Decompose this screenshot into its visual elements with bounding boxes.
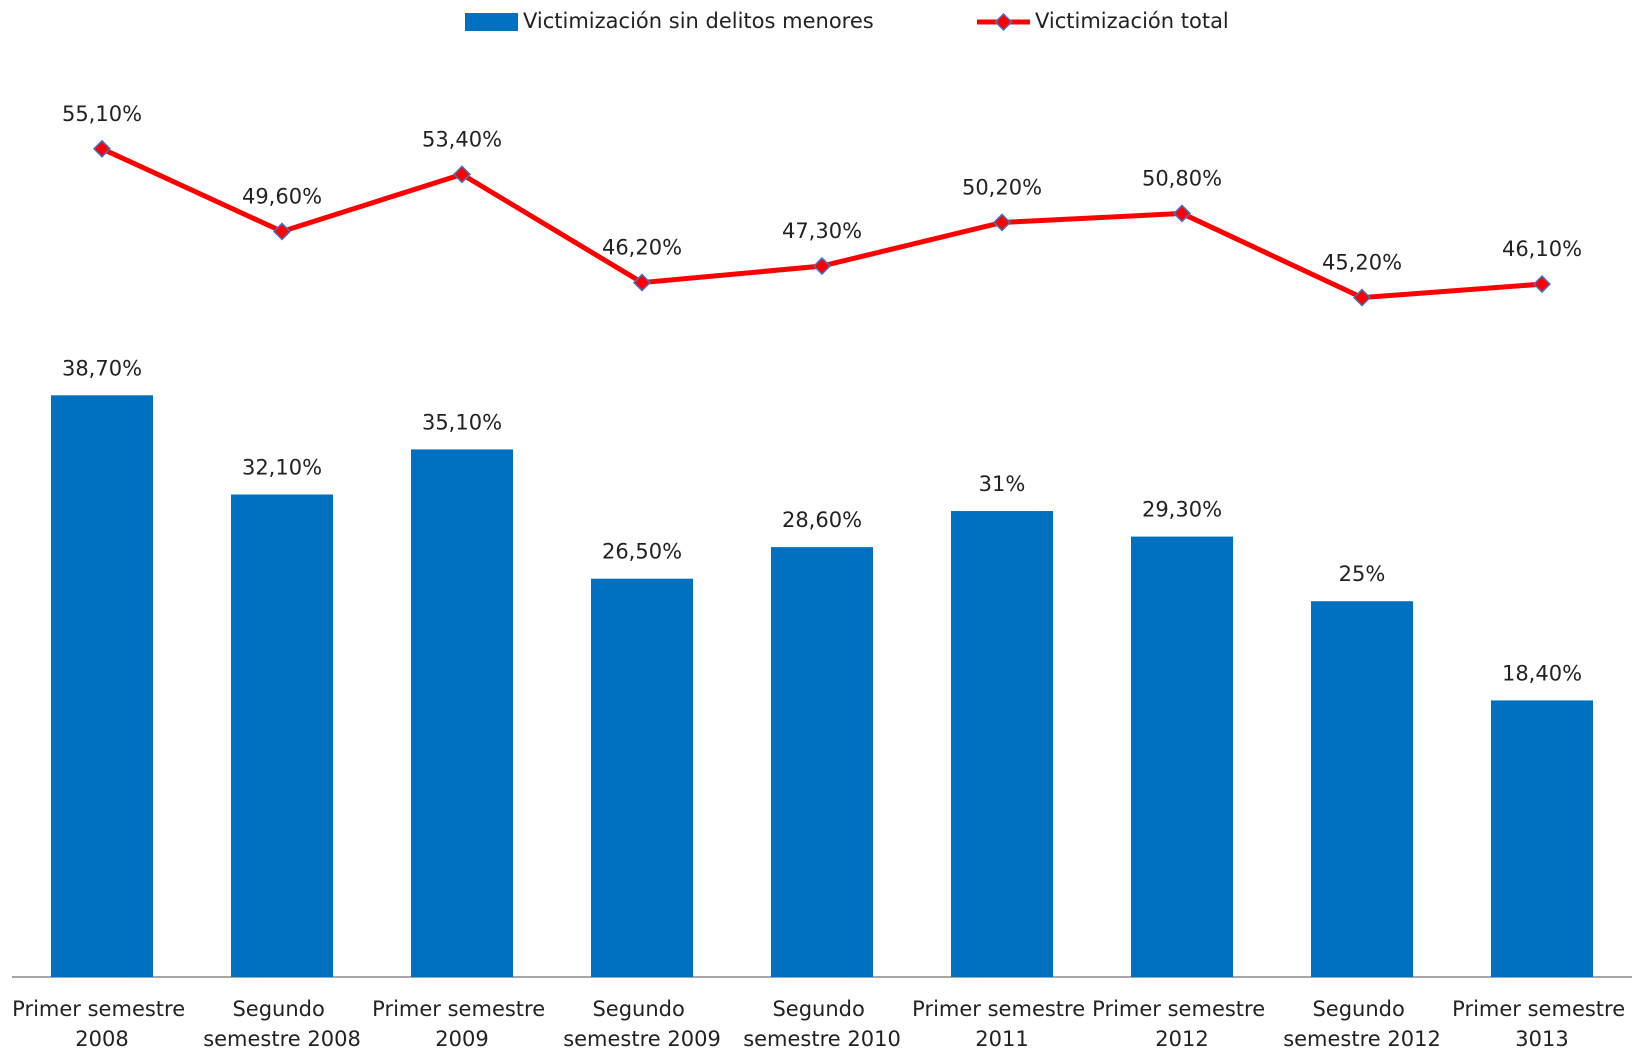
marker	[1532, 275, 1552, 294]
bar	[411, 449, 513, 977]
x-tick-label: Primer semestre 2011	[912, 997, 1092, 1051]
legend-marker	[994, 12, 1013, 32]
data-label: 53,40%	[422, 127, 502, 151]
bar	[231, 494, 333, 977]
data-label: 47,30%	[782, 219, 862, 243]
data-label: 50,80%	[1142, 166, 1222, 190]
bar	[51, 395, 153, 978]
legend-swatch	[465, 13, 518, 31]
bar	[771, 547, 873, 977]
bar	[591, 578, 693, 977]
data-label: 45,20%	[1322, 251, 1402, 275]
x-tick-label: Primer semestre 3013	[1452, 997, 1632, 1051]
data-label: 25%	[1339, 562, 1386, 586]
marker	[812, 256, 832, 276]
x-tick-label: Primer semestre 2008	[12, 997, 192, 1051]
legend-label: Victimización sin delitos menores	[523, 9, 874, 33]
data-label: 38,70%	[62, 356, 142, 380]
data-label: 28,60%	[782, 508, 862, 532]
marker	[632, 273, 652, 292]
data-label: 31%	[979, 472, 1026, 496]
x-tick-label: Primer semestre 2012	[1092, 997, 1272, 1051]
data-label: 18,40%	[1502, 661, 1582, 685]
bar	[1311, 601, 1413, 977]
data-label: 50,20%	[962, 175, 1042, 199]
marker	[92, 139, 112, 158]
x-tick-label: Segundo semestre 2010	[743, 997, 901, 1051]
marker	[272, 222, 292, 241]
x-tick-label: Segundo semestre 2008	[203, 997, 361, 1051]
bar	[1131, 536, 1233, 977]
data-label: 35,10%	[422, 410, 502, 434]
bar	[1491, 700, 1593, 977]
data-label: 46,20%	[602, 236, 682, 260]
data-label: 49,60%	[242, 184, 322, 208]
marker	[1352, 288, 1372, 307]
data-label: 32,10%	[242, 456, 322, 480]
x-tick-label: Segundo semestre 2012	[1283, 997, 1441, 1051]
x-tick-label: Primer semestre 2009	[372, 997, 552, 1051]
data-label: 29,30%	[1142, 498, 1222, 522]
data-label: 46,10%	[1502, 237, 1582, 261]
bar	[951, 511, 1053, 977]
data-label: 55,10%	[62, 102, 142, 126]
legend-label: Victimización total	[1035, 9, 1229, 33]
x-tick-label: Segundo semestre 2009	[563, 997, 721, 1051]
marker	[452, 165, 472, 184]
data-label: 26,50%	[602, 540, 682, 564]
marker	[992, 213, 1012, 232]
marker	[1172, 204, 1192, 223]
